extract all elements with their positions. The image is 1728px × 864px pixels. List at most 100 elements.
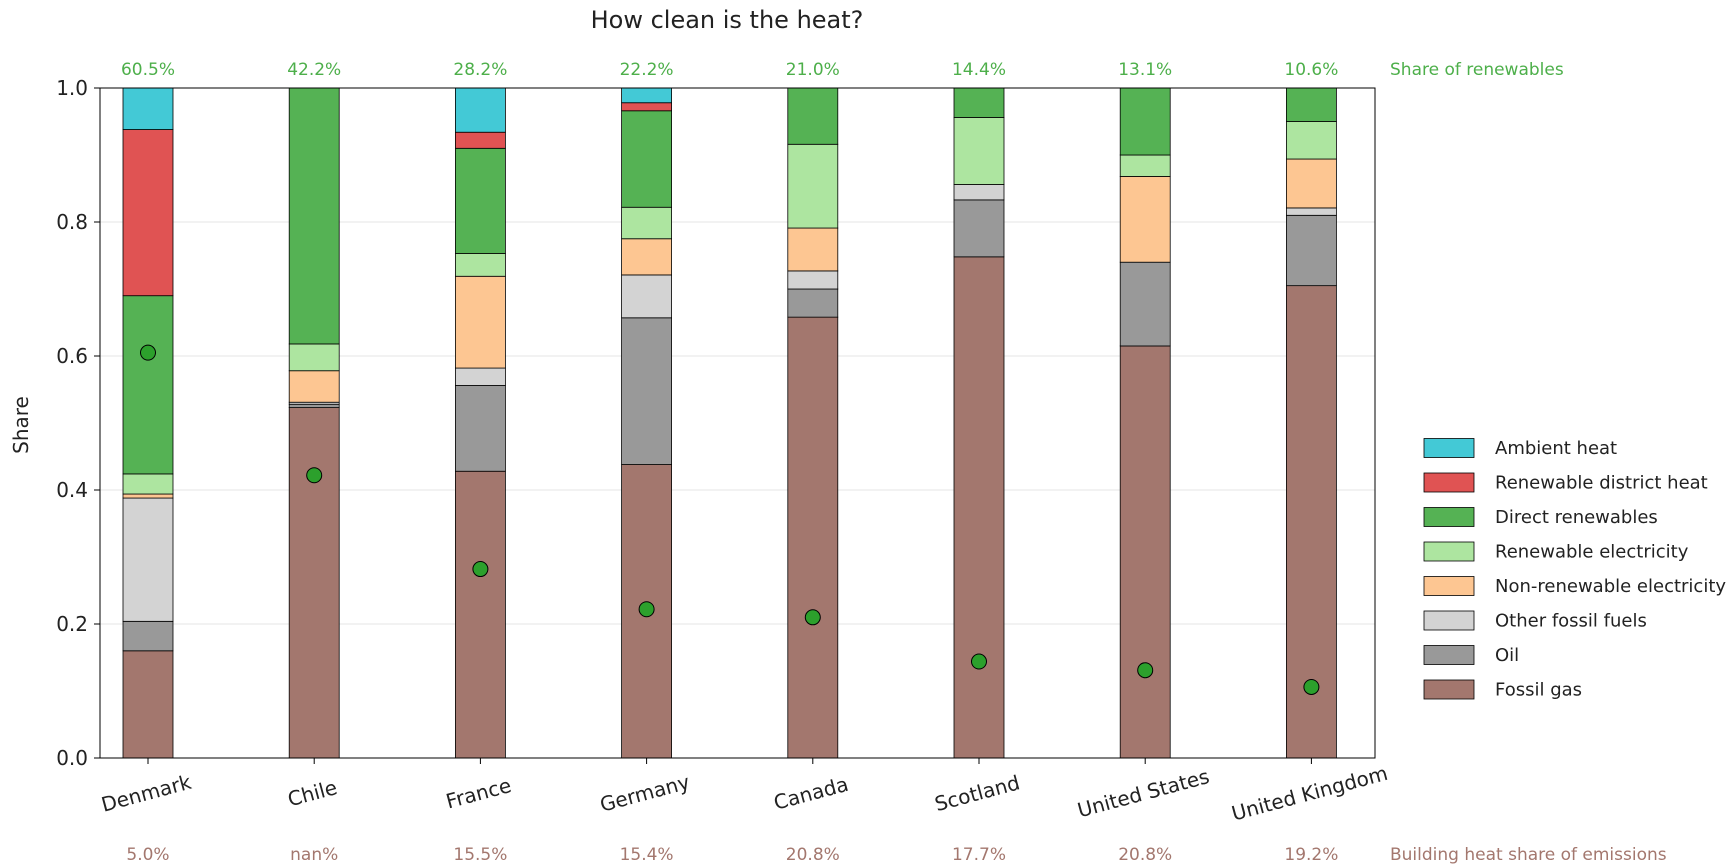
bar-united-states-renewable-electricity	[1119, 154, 1171, 177]
bar-france-fossil-gas	[454, 470, 506, 759]
legend-swatch-direct-renewables	[1423, 507, 1475, 527]
renewables-share-scotland: 14.4%	[952, 60, 1006, 80]
legend-item-fossil-gas[interactable]: Fossil gas	[1423, 679, 1582, 701]
bar-canada-oil	[787, 288, 839, 318]
legend-item-oil[interactable]: Oil	[1423, 645, 1519, 666]
bar-united-states-non-renewable-electricity	[1119, 176, 1171, 263]
x-tick-label-germany: Germany	[597, 770, 692, 817]
plot-frame	[99, 87, 1376, 759]
bar-scotland-fossil-gas	[953, 256, 1005, 759]
bar-germany-ambient-heat	[621, 87, 672, 104]
legend-item-renewable-electricity[interactable]: Renewable electricity	[1423, 541, 1689, 563]
bar-chile-non-renewable-electricity	[288, 370, 340, 403]
bar-germany-renewable-electricity	[621, 206, 672, 240]
x-tick-label-united-kingdom: United Kingdom	[1229, 761, 1390, 826]
y-tick-label-0-6: 0.6	[56, 344, 88, 368]
bar-denmark-ambient-heat	[122, 87, 174, 130]
legend-swatch-renewable-district-heat	[1423, 472, 1475, 493]
markers	[140, 344, 1320, 695]
renewables-share-canada: 21.0%	[786, 60, 840, 80]
axes: 0.0 0.2 0.4 0.6 0.8 1.0 Denmark Chile France Germ…	[56, 76, 1390, 826]
bar-denmark-fossil-gas	[122, 650, 174, 759]
bar-germany-renewable-district-heat	[621, 102, 672, 112]
x-tick-label-denmark: Denmark	[99, 770, 194, 817]
legend-label-direct-renewables: Direct renewables	[1495, 507, 1658, 528]
bar-france-other-fossil-fuels	[454, 367, 506, 386]
renewables-share-chile: 42.2%	[287, 60, 341, 80]
x-tick-label-chile: Chile	[285, 775, 340, 811]
legend-item-non-renewable-electricity[interactable]: Non-renewable electricity	[1423, 576, 1726, 597]
bar-france-non-renewable-electricity	[454, 275, 506, 369]
bar-france-renewable-electricity	[454, 253, 506, 277]
legend-label-other-fossil-fuels: Other fossil fuels	[1495, 611, 1647, 632]
y-tick-label-0-0: 0.0	[56, 746, 88, 770]
x-tick-label-france: France	[443, 773, 513, 813]
legend[interactable]: Ambient heat Renewable district heat Direc…	[1423, 438, 1726, 701]
legend-swatch-renewable-electricity	[1423, 541, 1475, 562]
bar-germany-direct-renewables	[621, 110, 672, 208]
emissions-share-united-states: 20.8%	[1118, 845, 1172, 864]
legend-item-other-fossil-fuels[interactable]: Other fossil fuels	[1423, 610, 1647, 632]
marker-canada	[804, 609, 821, 626]
legend-swatch-other-fossil-fuels	[1423, 610, 1475, 631]
bar-denmark-renewable-electricity	[122, 473, 174, 495]
bar-chile-oil	[288, 403, 340, 408]
renewables-share-france: 28.2%	[453, 60, 507, 80]
bar-canada-non-renewable-electricity	[787, 227, 839, 272]
bar-denmark-direct-renewables	[122, 295, 174, 475]
y-tick-label-0-4: 0.4	[56, 478, 88, 502]
bar-united-kingdom-renewable-electricity	[1286, 121, 1337, 160]
bar-france-oil	[454, 385, 506, 472]
legend-swatch-fossil-gas	[1423, 679, 1475, 700]
marker-france	[472, 561, 489, 578]
bar-germany-other-fossil-fuels	[621, 274, 672, 319]
bar-chile-renewable-electricity	[288, 343, 340, 372]
emissions-share-canada: 20.8%	[786, 845, 840, 864]
bar-denmark-oil	[122, 620, 174, 652]
legend-swatch-ambient-heat	[1423, 438, 1475, 458]
bar-canada-fossil-gas	[787, 316, 839, 759]
x-tick-label-united-states: United States	[1075, 764, 1212, 822]
legend-label-renewable-district-heat: Renewable district heat	[1495, 473, 1708, 494]
annotations: 60.5% 42.2% 28.2% 22.2% 21.0% 14.4% 13.1% 10.6%…	[121, 60, 1338, 864]
y-tick-label-1-0: 1.0	[56, 76, 88, 100]
emissions-share-united-kingdom: 19.2%	[1284, 845, 1338, 864]
y-axis-label: Share	[9, 396, 33, 454]
bar-scotland-oil	[953, 199, 1005, 258]
legend-item-ambient-heat[interactable]: Ambient heat	[1423, 438, 1617, 459]
emissions-share-title: Building heat share of emissions	[1390, 845, 1667, 864]
y-tick-label-0-2: 0.2	[56, 612, 88, 636]
bar-canada-other-fossil-fuels	[787, 270, 839, 290]
renewables-share-germany: 22.2%	[620, 60, 674, 80]
bar-united-kingdom-other-fossil-fuels	[1286, 207, 1337, 216]
legend-label-non-renewable-electricity: Non-renewable electricity	[1495, 576, 1726, 597]
emissions-share-chile: nan%	[290, 845, 338, 864]
bar-denmark-renewable-district-heat	[122, 129, 174, 297]
bar-scotland-renewable-electricity	[953, 117, 1005, 185]
legend-label-oil: Oil	[1495, 645, 1519, 666]
marker-scotland	[971, 653, 987, 670]
bar-united-states-fossil-gas	[1119, 345, 1171, 759]
marker-united-kingdom	[1303, 678, 1320, 695]
bar-france-ambient-heat	[454, 87, 506, 133]
legend-item-renewable-district-heat[interactable]: Renewable district heat	[1423, 472, 1708, 494]
bar-united-kingdom-oil	[1286, 214, 1337, 287]
legend-label-fossil-gas: Fossil gas	[1495, 680, 1582, 701]
bar-united-kingdom-direct-renewables	[1286, 87, 1337, 122]
legend-swatch-oil	[1423, 645, 1475, 665]
renewables-share-title: Share of renewables	[1390, 60, 1564, 80]
bar-france-direct-renewables	[454, 147, 506, 254]
bar-canada-renewable-electricity	[787, 143, 839, 229]
emissions-share-denmark: 5.0%	[126, 845, 169, 864]
emissions-share-germany: 15.4%	[620, 845, 674, 864]
legend-swatch-non-renewable-electricity	[1423, 576, 1475, 596]
x-tick-label-scotland: Scotland	[932, 770, 1022, 816]
bars	[122, 87, 1337, 759]
bar-canada-direct-renewables	[787, 87, 839, 145]
bar-germany-non-renewable-electricity	[621, 238, 672, 276]
chart-title: How clean is the heat?	[591, 6, 864, 34]
y-tick-label-0-8: 0.8	[56, 210, 88, 234]
bar-denmark-non-renewable-electricity	[122, 493, 174, 499]
renewables-share-denmark: 60.5%	[121, 60, 175, 80]
legend-item-direct-renewables[interactable]: Direct renewables	[1423, 507, 1658, 528]
